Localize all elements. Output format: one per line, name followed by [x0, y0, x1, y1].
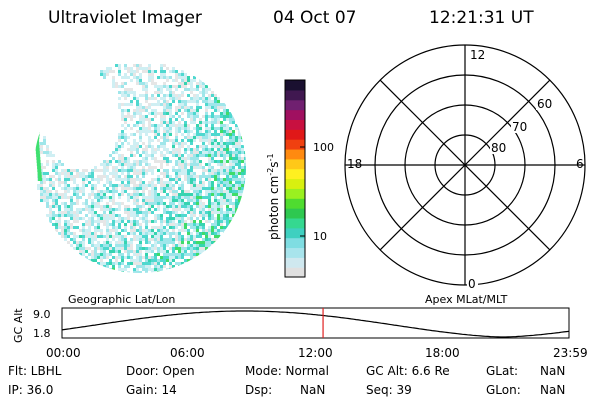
uv-image: [35, 64, 246, 273]
polar-label-bg-80: [490, 141, 508, 154]
colorbar-cell: [285, 198, 305, 209]
polar-label-0: 0: [468, 277, 476, 291]
colorbar-cell: [285, 80, 305, 91]
polar-label-70: 70: [512, 120, 527, 134]
timeline-frame: [61, 307, 570, 339]
colorbar-cell: [285, 178, 305, 189]
polar-label-80: 80: [491, 141, 506, 155]
colorbar-label: photon cm-2s-1: [266, 153, 281, 240]
glat-value: NaN: [540, 364, 566, 378]
dsp-value: NaN: [300, 383, 326, 397]
colorbar-cell: [285, 89, 305, 101]
timeline-left-title: Geographic Lat/Lon: [68, 293, 175, 306]
colorbar-cell: [285, 267, 305, 278]
timeline-right-title: Apex MLat/MLT: [425, 293, 508, 306]
polar-label-12: 12: [470, 48, 485, 62]
colorbar-cell: [285, 158, 305, 170]
time-label: 12:21:31 UT: [429, 8, 534, 28]
dsp-label: Dsp:: [245, 383, 273, 397]
polar-label-bg-0: [467, 277, 478, 290]
polar-label-18: 18: [347, 157, 362, 171]
glon-value: NaN: [540, 383, 566, 397]
colorbar: 100 10 photon cm-2s-1: [266, 79, 334, 278]
colorbar-cell: [285, 129, 305, 140]
polar-label-bg-12: [467, 49, 487, 61]
polar-plot: [344, 44, 586, 286]
timeline-xtick-0000: 00:00: [46, 346, 81, 360]
colorbar-cell: [285, 99, 305, 111]
colorbar-cell: [285, 109, 305, 120]
timeline-panel: Geographic Lat/Lon Apex MLat/MLT GC Alt …: [12, 293, 588, 360]
filter-info: Flt: LBHL: [8, 364, 62, 378]
colorbar-cell: [285, 119, 305, 130]
date-label: 04 Oct 07: [273, 8, 357, 28]
timeline-xtick-1800: 18:00: [425, 346, 460, 360]
gain-info: Gain: 14: [126, 383, 177, 397]
timeline-ytick-9: 9.0: [33, 308, 51, 321]
gc-alt-info: GC Alt: 6.6 Re: [366, 364, 450, 378]
colorbar-ticklabel-100: 100: [313, 141, 334, 154]
glon-label: GLon:: [486, 383, 521, 397]
timeline-y-label: GC Alt: [12, 308, 25, 343]
polar-label-bg-60: [536, 97, 554, 110]
colorbar-cell: [285, 139, 305, 150]
timeline-xtick-0600: 06:00: [170, 346, 205, 360]
colorbar-cell: [285, 247, 305, 258]
polar-diagonal-2: [379, 79, 551, 251]
colorbar-cell: [285, 188, 305, 199]
ip-info: IP: 36.0: [8, 383, 54, 397]
colorbar-cell: [285, 227, 305, 239]
glat-label: GLat:: [486, 364, 519, 378]
colorbar-cell: [285, 148, 305, 160]
polar-label-6: 6: [576, 157, 584, 171]
polar-label-60: 60: [537, 97, 552, 111]
colorbar-cell: [285, 217, 305, 229]
instrument-title: Ultraviolet Imager: [48, 8, 202, 28]
colorbar-ticklabel-10: 10: [313, 230, 327, 243]
altitude-curve: [61, 310, 570, 338]
polar-label-bg-70: [511, 120, 529, 133]
colorbar-cell: [285, 237, 305, 249]
colorbar-cell: [285, 208, 305, 219]
colorbar-cell: [285, 168, 305, 180]
timeline-xtick-2359: 23:59: [553, 346, 588, 360]
timeline-ytick-1: 1.8: [33, 327, 51, 340]
timeline-xtick-1200: 12:00: [298, 346, 333, 360]
door-info: Door: Open: [126, 364, 195, 378]
colorbar-frame: [284, 79, 306, 278]
colorbar-cell: [285, 257, 305, 268]
seq-info: Seq: 39: [366, 383, 412, 397]
mode-info: Mode: Normal: [245, 364, 329, 378]
